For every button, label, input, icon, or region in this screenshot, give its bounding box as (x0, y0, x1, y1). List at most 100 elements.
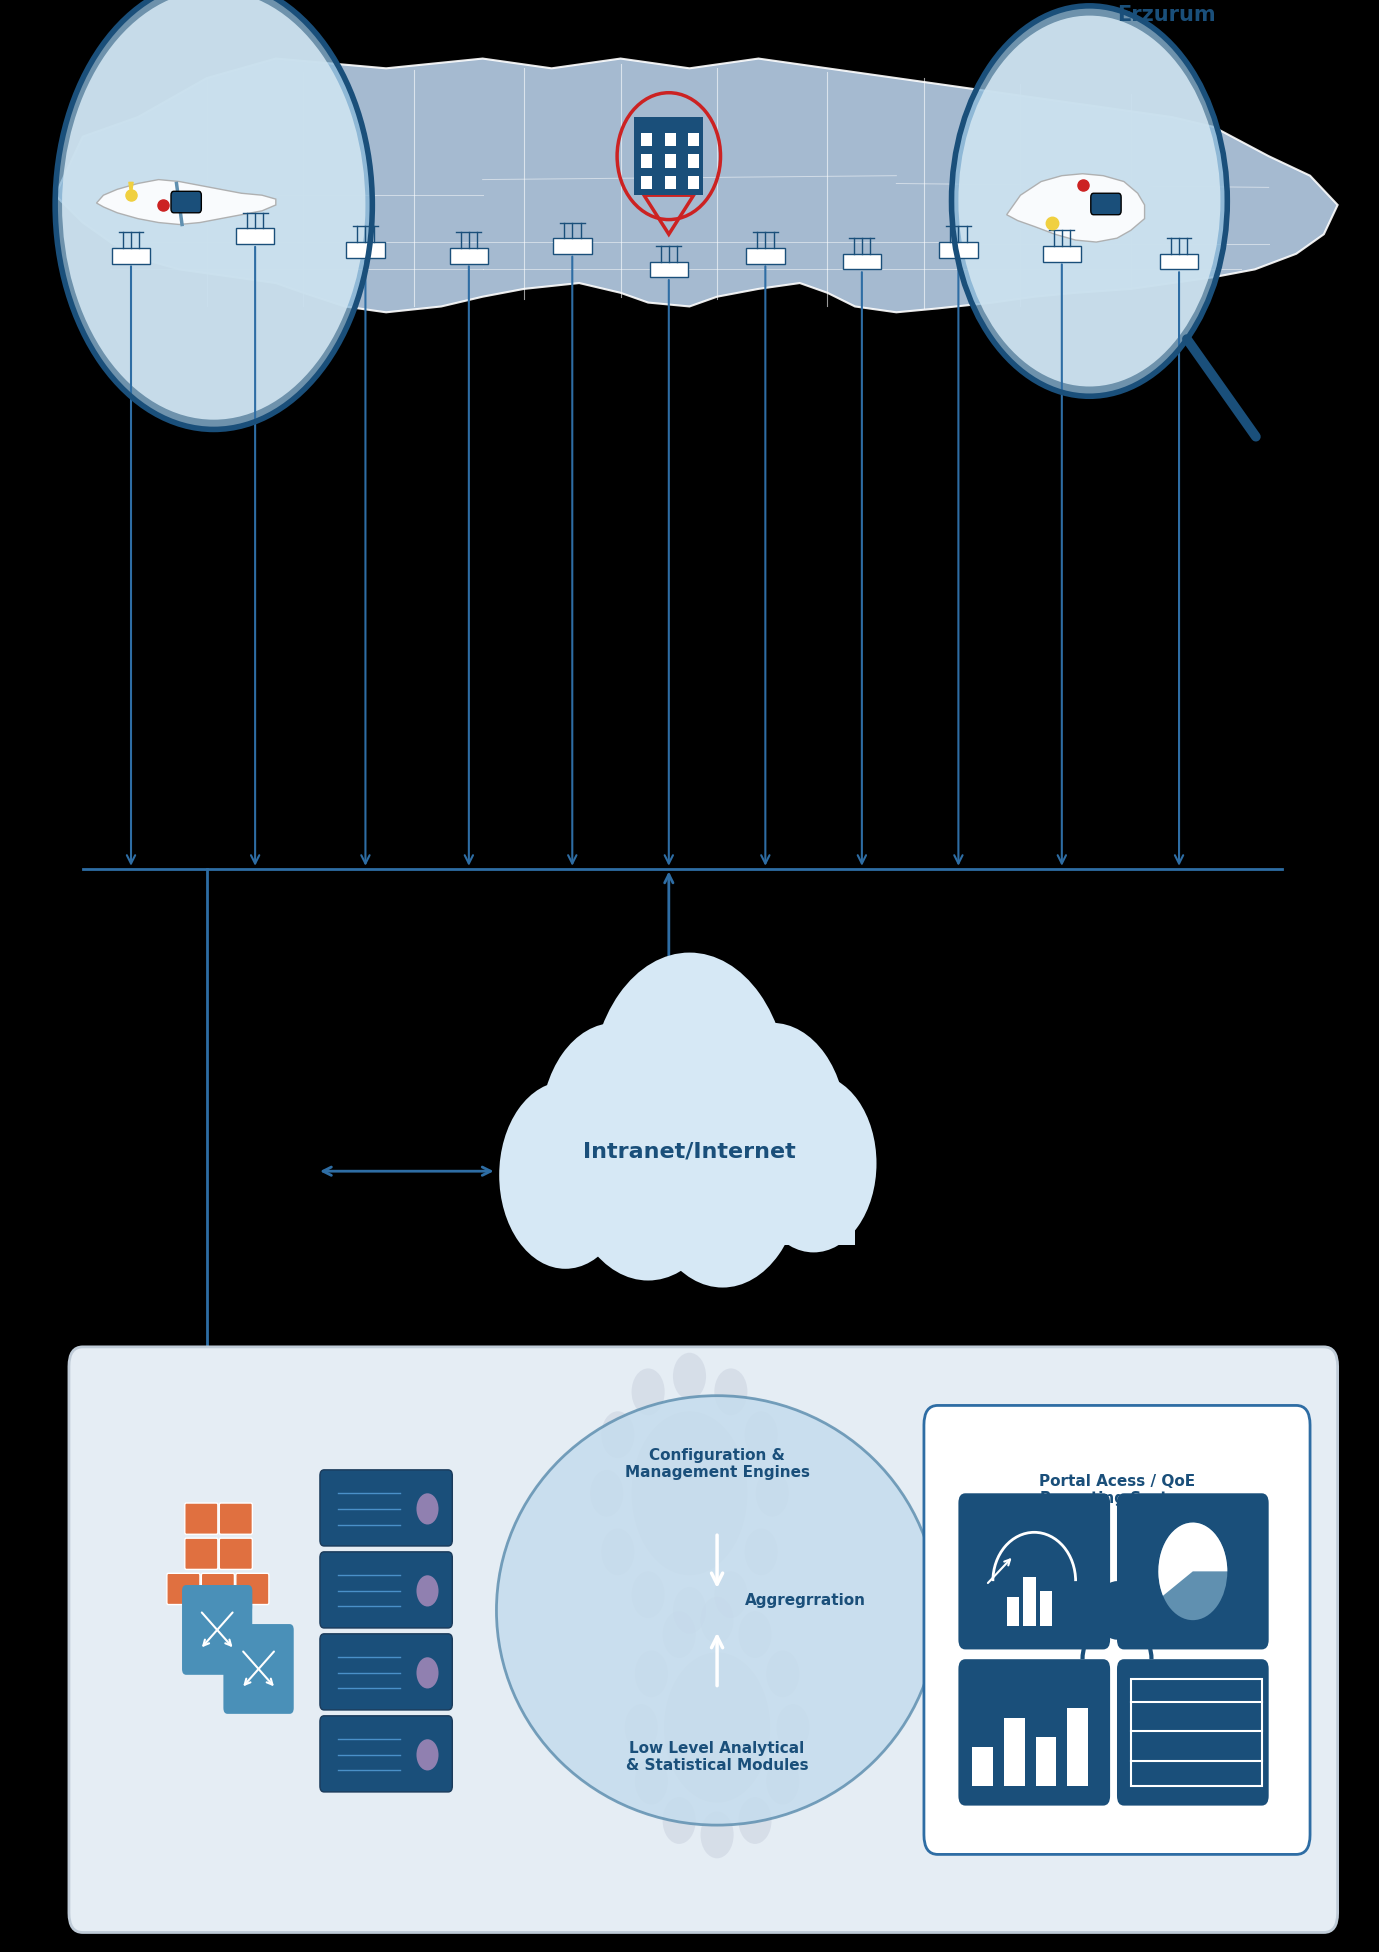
Circle shape (632, 1368, 665, 1415)
Circle shape (698, 1023, 847, 1234)
Circle shape (739, 1798, 772, 1845)
FancyBboxPatch shape (641, 154, 652, 168)
Circle shape (745, 1411, 778, 1458)
Ellipse shape (496, 1396, 938, 1825)
Text: Erzurum: Erzurum (1117, 6, 1216, 25)
FancyBboxPatch shape (1091, 193, 1121, 215)
FancyBboxPatch shape (665, 176, 676, 189)
FancyBboxPatch shape (219, 1538, 252, 1569)
Circle shape (673, 1587, 706, 1634)
Circle shape (756, 1470, 789, 1517)
FancyBboxPatch shape (236, 1573, 269, 1605)
FancyBboxPatch shape (185, 1503, 218, 1534)
Circle shape (673, 1353, 706, 1400)
Circle shape (750, 1074, 877, 1253)
Circle shape (663, 1610, 696, 1657)
Circle shape (634, 1757, 667, 1804)
FancyBboxPatch shape (665, 154, 676, 168)
Circle shape (590, 1470, 623, 1517)
Circle shape (601, 1411, 634, 1458)
Polygon shape (97, 180, 276, 224)
FancyBboxPatch shape (320, 1470, 452, 1546)
FancyBboxPatch shape (1067, 1708, 1088, 1786)
Circle shape (499, 1081, 632, 1269)
FancyBboxPatch shape (688, 176, 699, 189)
Circle shape (701, 1597, 734, 1644)
Circle shape (714, 1368, 747, 1415)
FancyBboxPatch shape (185, 1608, 218, 1640)
Polygon shape (55, 59, 1338, 312)
FancyBboxPatch shape (746, 248, 785, 264)
Circle shape (714, 1571, 747, 1618)
Circle shape (663, 1798, 696, 1845)
FancyBboxPatch shape (236, 228, 274, 244)
FancyBboxPatch shape (1004, 1718, 1025, 1786)
Circle shape (62, 0, 365, 420)
FancyBboxPatch shape (346, 242, 385, 258)
FancyBboxPatch shape (112, 248, 150, 264)
FancyBboxPatch shape (450, 248, 488, 264)
Circle shape (625, 1704, 658, 1751)
Circle shape (776, 1704, 809, 1751)
Circle shape (416, 1493, 439, 1525)
FancyBboxPatch shape (1040, 1591, 1052, 1626)
Circle shape (701, 1811, 734, 1858)
Circle shape (632, 1411, 747, 1575)
FancyBboxPatch shape (219, 1503, 252, 1534)
Text: Aggregrration: Aggregrration (745, 1593, 866, 1608)
FancyBboxPatch shape (1043, 246, 1081, 262)
Circle shape (541, 1023, 690, 1234)
FancyBboxPatch shape (171, 191, 201, 213)
FancyBboxPatch shape (688, 133, 699, 146)
FancyBboxPatch shape (688, 154, 699, 168)
FancyBboxPatch shape (972, 1747, 993, 1786)
FancyBboxPatch shape (1117, 1493, 1269, 1649)
Circle shape (601, 1528, 634, 1575)
FancyBboxPatch shape (182, 1585, 252, 1675)
Text: Intranet/Internet: Intranet/Internet (583, 1142, 796, 1161)
Circle shape (767, 1757, 800, 1804)
FancyBboxPatch shape (524, 1128, 855, 1245)
Circle shape (739, 1610, 772, 1657)
FancyBboxPatch shape (69, 1347, 1338, 1932)
Wedge shape (1158, 1523, 1227, 1597)
Circle shape (634, 1651, 667, 1696)
Text: Low Level Analytical
& Statistical Modules: Low Level Analytical & Statistical Modul… (626, 1741, 808, 1772)
FancyBboxPatch shape (201, 1573, 234, 1605)
FancyBboxPatch shape (320, 1634, 452, 1710)
FancyBboxPatch shape (1007, 1597, 1019, 1626)
Circle shape (1158, 1523, 1227, 1620)
FancyBboxPatch shape (219, 1608, 252, 1640)
Circle shape (745, 1528, 778, 1575)
FancyBboxPatch shape (843, 254, 881, 269)
FancyBboxPatch shape (1117, 1659, 1269, 1806)
FancyBboxPatch shape (1160, 254, 1198, 269)
Circle shape (632, 1571, 665, 1618)
Circle shape (665, 1651, 769, 1804)
Circle shape (416, 1575, 439, 1606)
Text: Portal Acess / QoE
Reporting System: Portal Acess / QoE Reporting System (1038, 1474, 1196, 1507)
FancyBboxPatch shape (1036, 1737, 1056, 1786)
FancyBboxPatch shape (924, 1405, 1310, 1854)
Circle shape (590, 953, 789, 1234)
FancyBboxPatch shape (650, 262, 688, 277)
Circle shape (643, 1062, 803, 1288)
FancyBboxPatch shape (223, 1624, 294, 1714)
FancyBboxPatch shape (1023, 1577, 1036, 1626)
Circle shape (55, 0, 372, 429)
FancyBboxPatch shape (939, 242, 978, 258)
Text: Configuration &
Management Engines: Configuration & Management Engines (625, 1448, 809, 1480)
Circle shape (767, 1651, 800, 1696)
FancyBboxPatch shape (320, 1552, 452, 1628)
FancyBboxPatch shape (641, 133, 652, 146)
FancyBboxPatch shape (958, 1493, 1110, 1649)
FancyBboxPatch shape (665, 133, 676, 146)
Circle shape (952, 6, 1227, 396)
FancyBboxPatch shape (641, 176, 652, 189)
Circle shape (416, 1739, 439, 1770)
FancyBboxPatch shape (185, 1538, 218, 1569)
FancyBboxPatch shape (167, 1573, 200, 1605)
Circle shape (1096, 1581, 1138, 1640)
FancyBboxPatch shape (634, 117, 703, 195)
FancyBboxPatch shape (553, 238, 592, 254)
